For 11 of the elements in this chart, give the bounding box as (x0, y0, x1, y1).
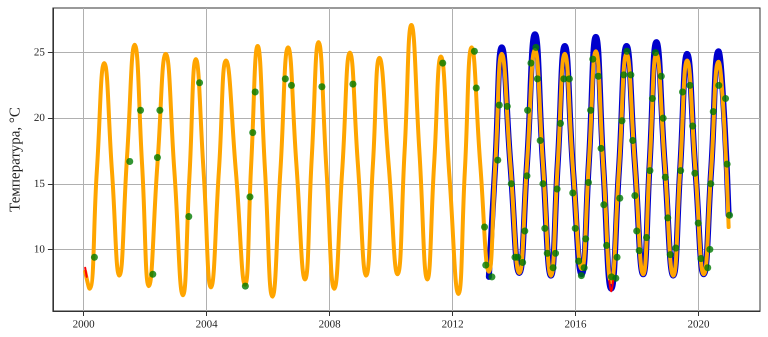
x-tick-label: 2000 (72, 318, 96, 330)
y-tick-label: 10 (34, 243, 46, 256)
x-tick-label: 2004 (196, 318, 218, 330)
x-tick-label: 2020 (688, 318, 710, 330)
x-tick-label: 2012 (442, 318, 464, 330)
x-tick-label: 2016 (564, 318, 588, 330)
y-tick-label: 25 (34, 46, 46, 59)
y-axis-title: Температура, °С (8, 107, 24, 212)
x-tick-label: 2008 (318, 318, 342, 330)
y-tick-label: 20 (34, 112, 46, 124)
y-tick-label: 15 (34, 178, 46, 190)
